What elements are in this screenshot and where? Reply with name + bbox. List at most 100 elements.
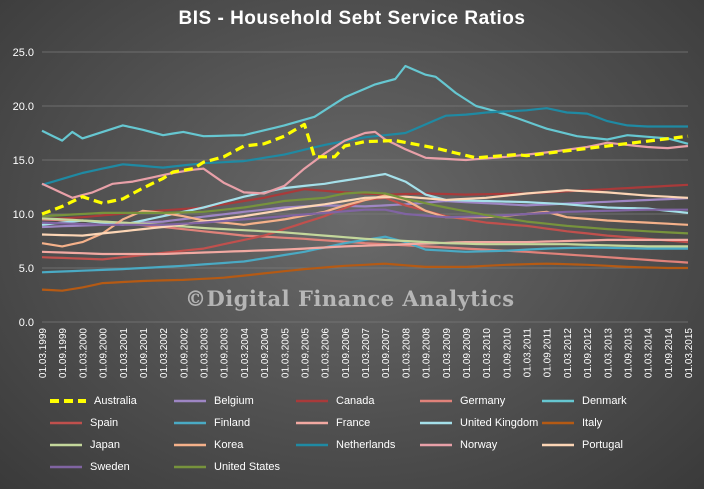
legend-label: Norway — [460, 439, 498, 451]
series-line-australia — [41, 122, 689, 216]
legend-label: Portugal — [582, 439, 623, 451]
series-line-netherlands — [41, 107, 688, 186]
legend-swatch — [174, 421, 206, 425]
legend-item-korea: Korea — [172, 437, 243, 453]
legend-label: Canada — [336, 395, 375, 407]
x-tick-label: 01.03.2003 — [200, 328, 211, 378]
legend-swatch — [542, 443, 574, 447]
series-line-united-kingdom — [41, 172, 689, 226]
x-tick-label: 01.03.2002 — [159, 328, 170, 378]
legend-item-canada: Canada — [294, 393, 375, 409]
legend-item-portugal: Portugal — [540, 437, 623, 453]
y-tick-label: 20.0 — [13, 101, 34, 113]
legend-item-norway: Norway — [418, 437, 497, 453]
legend-item-germany: Germany — [418, 393, 505, 409]
legend-swatch — [174, 465, 206, 469]
legend-label: Korea — [214, 439, 244, 451]
y-tick-label: 5.0 — [19, 263, 34, 275]
legend-swatch — [174, 399, 206, 403]
legend-item-finland: Finland — [172, 415, 250, 431]
y-tick-label: 25.0 — [13, 47, 34, 59]
legend-swatch — [420, 421, 452, 425]
x-tick-label: 01.09.2011 — [543, 328, 554, 378]
x-tick-label: 01.09.2004 — [260, 328, 271, 378]
legend-label: Italy — [582, 417, 603, 429]
x-tick-label: 01.03.2011 — [523, 328, 534, 378]
series-line-sweden — [41, 208, 688, 226]
x-tick-label: 01.09.2005 — [300, 328, 311, 378]
x-tick-label: 01.09.2014 — [664, 328, 675, 378]
x-tick-label: 01.03.2005 — [280, 328, 291, 378]
series-line-italy — [41, 262, 688, 292]
x-tick-label: 01.09.1999 — [58, 328, 69, 378]
legend-label: Spain — [90, 417, 119, 429]
legend-swatch — [420, 399, 452, 403]
x-tick-label: 01.03.2010 — [482, 328, 493, 378]
legend-label: United States — [214, 461, 281, 473]
legend-item-united-kingdom: United Kingdom — [418, 415, 538, 431]
legend-swatch — [174, 443, 206, 447]
series-line-united-states — [41, 191, 689, 235]
x-tick-label: 01.09.2009 — [462, 328, 473, 378]
x-tick-label: 01.03.2009 — [442, 328, 453, 378]
legend-label: Japan — [90, 439, 120, 451]
series-line-belgium — [41, 197, 689, 229]
legend-swatch — [542, 421, 574, 425]
chart-title: BIS - Household Sebt Service Ratios — [178, 8, 526, 29]
x-tick-label: 01.09.2003 — [220, 328, 231, 378]
x-tick-label: 01.03.2008 — [401, 328, 412, 378]
legend-label: Sweden — [90, 461, 130, 473]
x-tick-label: 01.09.2000 — [99, 328, 110, 378]
x-tick-label: 01.09.2010 — [502, 328, 513, 378]
x-tick-label: 01.03.2004 — [240, 328, 251, 378]
legend-swatch — [50, 465, 82, 469]
legend-swatch — [420, 443, 452, 447]
x-tick-label: 01.03.2012 — [563, 328, 574, 378]
x-tick-label: 01.09.2007 — [381, 328, 392, 378]
x-tick-label: 01.03.2015 — [684, 328, 695, 378]
legend-label: Netherlands — [336, 439, 396, 451]
legend-label: Belgium — [214, 395, 254, 407]
legend-item-netherlands: Netherlands — [294, 437, 395, 453]
x-tick-label: 01.09.2001 — [139, 328, 150, 378]
legend-item-italy: Italy — [540, 415, 602, 431]
legend-label: Germany — [460, 395, 506, 407]
y-tick-label: 0.0 — [19, 317, 34, 329]
x-tick-label: 01.03.2006 — [321, 328, 332, 378]
legend-item-belgium: Belgium — [172, 393, 254, 409]
x-tick-label: 01.03.2007 — [361, 328, 372, 378]
x-tick-label: 01.03.2000 — [78, 328, 89, 378]
legend-item-denmark: Denmark — [540, 393, 627, 409]
legend-swatch — [296, 421, 328, 425]
legend-label: Finland — [214, 417, 251, 429]
series-line-korea — [41, 194, 689, 248]
legend-swatch — [50, 443, 82, 447]
legend-swatch — [542, 399, 574, 403]
x-tick-label: 01.03.2014 — [644, 328, 655, 378]
legend-label: France — [336, 417, 371, 429]
legend-swatch — [50, 421, 82, 425]
legend-label: Denmark — [582, 395, 627, 407]
legend-item-japan: Japan — [48, 437, 120, 453]
x-tick-label: 01.09.2002 — [179, 328, 190, 378]
legend-item-spain: Spain — [48, 415, 118, 431]
x-tick-label: 01.09.2008 — [422, 328, 433, 378]
y-tick-label: 10.0 — [13, 209, 34, 221]
series-line-denmark — [41, 64, 689, 145]
series-line-portugal — [41, 189, 689, 237]
x-tick-label: 01.03.2001 — [119, 328, 130, 378]
legend-swatch — [296, 399, 328, 403]
legend-item-australia: Australia — [48, 393, 137, 409]
legend-swatch — [50, 399, 86, 403]
x-tick-label: 01.09.2013 — [623, 328, 634, 378]
legend-label: Australia — [94, 395, 137, 407]
series-line-france — [41, 238, 688, 256]
x-tick-label: 01.09.2006 — [341, 328, 352, 378]
legend-item-sweden: Sweden — [48, 459, 130, 475]
watermark-text: ©Digital Finance Analytics — [185, 286, 515, 311]
x-tick-label: 01.03.1999 — [38, 328, 49, 378]
legend-swatch — [296, 443, 328, 447]
y-tick-label: 15.0 — [13, 155, 34, 167]
